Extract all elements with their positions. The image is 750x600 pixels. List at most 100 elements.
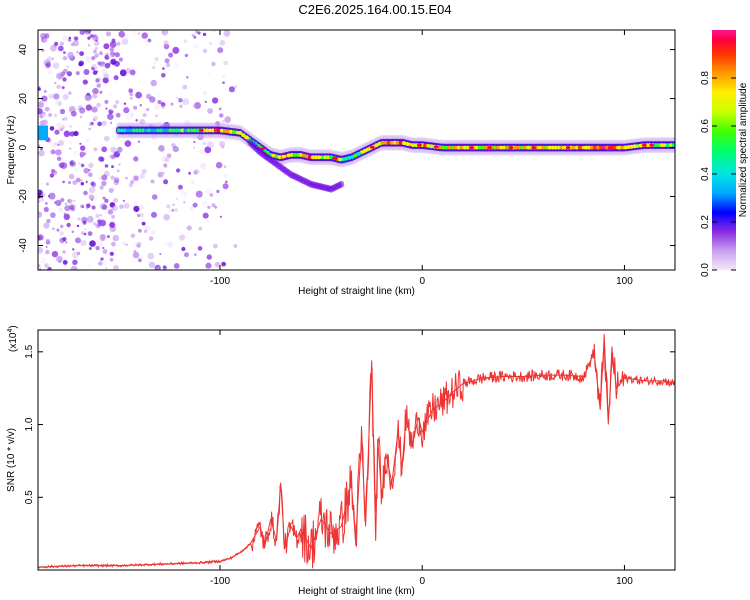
ridge-core bbox=[547, 145, 552, 150]
noise-speckle bbox=[111, 241, 116, 247]
noise-speckle bbox=[182, 84, 188, 90]
noise-speckle bbox=[109, 47, 115, 52]
noise-speckle bbox=[60, 41, 64, 46]
noise-speckle bbox=[48, 113, 53, 117]
noise-speckle bbox=[148, 261, 156, 268]
noise-speckle bbox=[101, 120, 107, 126]
noise-speckle bbox=[65, 132, 68, 135]
noise-speckle bbox=[117, 146, 123, 153]
ridge-core bbox=[119, 128, 125, 133]
noise-speckle bbox=[102, 77, 109, 84]
noise-speckle bbox=[153, 62, 157, 66]
ridge-hotspot bbox=[628, 145, 634, 149]
noise-speckle bbox=[113, 75, 119, 81]
colorbar: 0.0 0.2 0.4 0.6 0.8 Normalized spectral ampl… bbox=[700, 30, 749, 277]
noise-speckle bbox=[63, 213, 70, 220]
ridge-core bbox=[147, 128, 152, 133]
noise-speckle bbox=[64, 202, 67, 205]
noise-speckle bbox=[163, 179, 169, 185]
noise-speckle bbox=[163, 213, 170, 221]
noise-speckle bbox=[202, 48, 208, 53]
noise-speckle bbox=[48, 192, 56, 200]
noise-speckle bbox=[52, 227, 55, 230]
noise-speckle bbox=[47, 195, 51, 198]
noise-speckle bbox=[104, 62, 111, 69]
noise-speckle bbox=[133, 156, 139, 162]
noise-speckle bbox=[217, 47, 224, 54]
noise-speckle bbox=[105, 266, 108, 270]
noise-speckle bbox=[88, 247, 92, 250]
y-tick-label: 1.5 bbox=[24, 344, 35, 358]
noise-speckle bbox=[77, 217, 81, 221]
noise-speckle bbox=[104, 198, 109, 203]
noise-speckle bbox=[108, 188, 114, 193]
noise-speckle bbox=[219, 141, 226, 148]
noise-speckle bbox=[188, 171, 192, 175]
noise-speckle bbox=[193, 43, 199, 50]
noise-speckle bbox=[215, 161, 223, 169]
noise-speckle bbox=[62, 250, 66, 254]
ridge-hotspot bbox=[281, 154, 287, 159]
noise-speckle bbox=[147, 252, 155, 260]
noise-speckle bbox=[104, 54, 110, 60]
noise-speckle bbox=[39, 257, 47, 265]
noise-speckle bbox=[137, 241, 141, 246]
noise-speckle bbox=[45, 245, 48, 248]
noise-speckle bbox=[110, 58, 117, 65]
noise-speckle bbox=[91, 182, 97, 188]
noise-speckle bbox=[46, 218, 51, 224]
snr-ylabel: SNR (10 * v/v) bbox=[6, 428, 17, 492]
noise-speckle bbox=[211, 203, 216, 208]
noise-speckle bbox=[209, 42, 213, 45]
noise-speckle bbox=[109, 257, 114, 262]
noise-speckle bbox=[43, 206, 49, 213]
noise-speckle bbox=[68, 36, 72, 40]
noise-speckle bbox=[43, 222, 50, 229]
noise-speckle bbox=[205, 262, 212, 269]
noise-speckle bbox=[154, 114, 158, 118]
noise-speckle bbox=[70, 265, 78, 270]
noise-speckle bbox=[189, 206, 194, 210]
noise-speckle bbox=[72, 259, 78, 265]
noise-speckle bbox=[163, 43, 170, 50]
noise-speckle bbox=[87, 44, 91, 47]
noise-speckle bbox=[141, 32, 148, 39]
noise-speckle bbox=[175, 96, 179, 99]
noise-speckle bbox=[84, 95, 92, 102]
noise-speckle bbox=[139, 104, 142, 107]
noise-speckle bbox=[97, 61, 102, 66]
noise-speckle bbox=[87, 231, 93, 237]
noise-speckle bbox=[129, 69, 136, 76]
noise-speckle bbox=[96, 83, 102, 88]
snr-series-line bbox=[38, 337, 675, 568]
noise-speckle bbox=[171, 208, 175, 212]
noise-speckle bbox=[85, 104, 93, 111]
noise-speckle bbox=[172, 46, 180, 54]
noise-speckle bbox=[38, 101, 44, 108]
noise-speckle bbox=[99, 51, 103, 56]
noise-speckle bbox=[118, 30, 125, 38]
noise-speckle bbox=[38, 108, 43, 115]
noise-speckle bbox=[215, 121, 221, 127]
noise-speckle bbox=[88, 127, 91, 131]
noise-speckle bbox=[212, 243, 218, 249]
noise-speckle bbox=[129, 96, 133, 100]
noise-speckle bbox=[62, 260, 68, 265]
noise-speckle bbox=[53, 64, 56, 67]
ridge-hotspot bbox=[660, 143, 666, 147]
noise-speckle bbox=[123, 102, 127, 105]
noise-speckle bbox=[79, 142, 82, 145]
noise-speckle bbox=[56, 255, 63, 263]
noise-speckle bbox=[93, 40, 96, 44]
noise-speckle bbox=[88, 162, 94, 168]
noise-speckle bbox=[110, 107, 114, 111]
y-tick-label: 20 bbox=[18, 93, 29, 105]
ridge-core bbox=[483, 145, 489, 150]
noise-speckle bbox=[167, 241, 174, 248]
noise-speckle bbox=[101, 259, 108, 266]
noise-speckle bbox=[207, 108, 214, 114]
noise-speckle bbox=[147, 38, 152, 43]
noise-speckle bbox=[69, 160, 75, 166]
noise-speckle bbox=[95, 78, 100, 83]
noise-speckle bbox=[72, 160, 76, 164]
